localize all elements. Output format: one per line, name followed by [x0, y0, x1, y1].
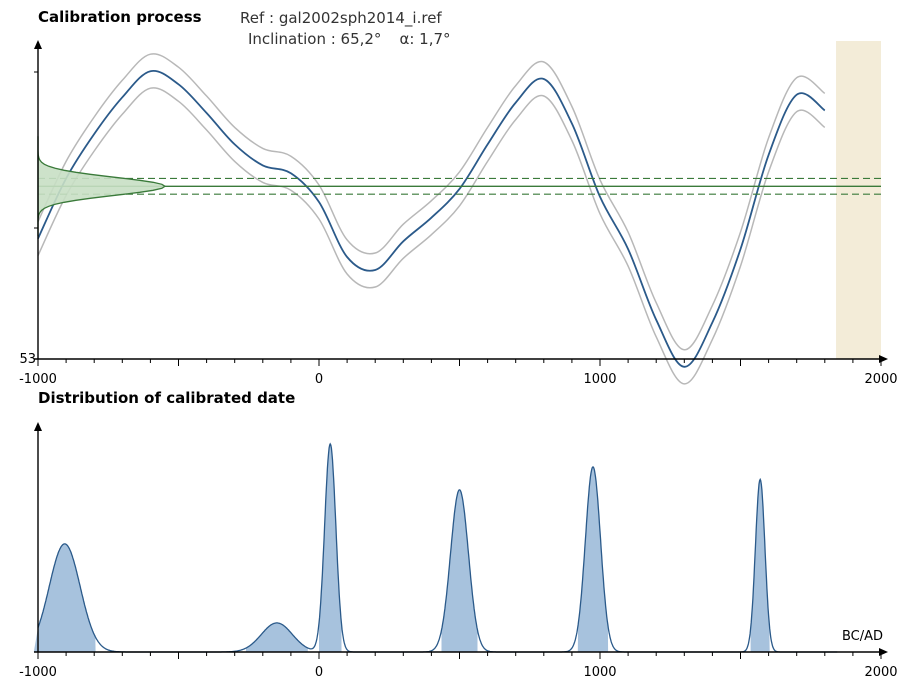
top-y-tick-label: 53	[19, 352, 36, 367]
top-x-tick-label: 0	[315, 372, 323, 387]
bottom-x-tick-label: 2000	[864, 665, 897, 680]
alpha-label: α: 1,7°	[399, 30, 451, 48]
bottom-x-tick-label: 0	[315, 665, 323, 680]
future-shaded-band	[836, 41, 881, 359]
distribution-title: Distribution of calibrated date	[38, 389, 296, 407]
upper-envelope-line	[37, 53, 826, 351]
density-peak-fill-3	[319, 443, 342, 652]
density-peak-fill-4	[441, 489, 478, 652]
density-peak-fill-1	[33, 543, 96, 652]
reference-curve-line	[37, 69, 826, 368]
lower-envelope-line	[37, 87, 826, 385]
density-peak-fill-5	[577, 467, 609, 652]
density-peak-fill-2	[245, 622, 308, 652]
reference-label: Ref : gal2002sph2014_i.ref	[240, 9, 442, 27]
density-curve	[37, 442, 838, 653]
measure-density	[37, 136, 167, 237]
bottom-x-axis-arrow	[879, 648, 888, 656]
inclination-alpha-label: Inclination : 65,2° α: 1,7°	[248, 30, 451, 48]
bottom-x-tick-label: 1000	[583, 665, 616, 680]
density-peak-fill-6	[750, 479, 770, 652]
top-x-tick-label: 1000	[583, 372, 616, 387]
top-y-axis-arrow	[34, 40, 42, 49]
bottom-x-tick-label: -1000	[19, 665, 57, 680]
top-x-axis-arrow	[879, 355, 888, 363]
bcad-label: BC/AD	[842, 629, 883, 644]
bottom-y-axis-arrow	[34, 422, 42, 431]
inclination-label: Inclination : 65,2°	[248, 30, 382, 48]
top-x-tick-label: 2000	[864, 372, 897, 387]
top-x-tick-label: -1000	[19, 372, 57, 387]
calibration-title: Calibration process	[38, 8, 202, 26]
